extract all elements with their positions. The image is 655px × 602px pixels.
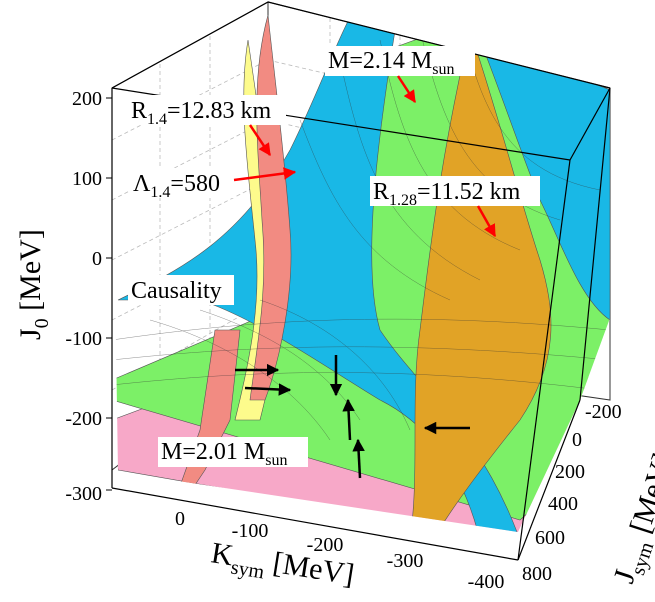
svg-text:M=2.14 Msun: M=2.14 Msun bbox=[328, 48, 454, 78]
svg-text:M=2.01 Msun: M=2.01 Msun bbox=[161, 439, 287, 469]
z-tick-label: 200 bbox=[72, 88, 102, 110]
x-tick-label: -100 bbox=[232, 520, 269, 542]
y-axis-title: Jsym [MeV] bbox=[607, 449, 655, 589]
z-tick-label: -100 bbox=[65, 328, 102, 350]
x-tick-label: -300 bbox=[387, 550, 424, 572]
x-tick-label: 0 bbox=[175, 508, 185, 530]
z-tick-label: 100 bbox=[72, 168, 102, 190]
z-tick-label: -300 bbox=[65, 483, 102, 505]
y-axis-ticks: -200 0 200 400 600 800 bbox=[522, 401, 622, 585]
annotation-r128: R1.28=11.52 km bbox=[370, 176, 540, 238]
x-axis-title: Ksym [MeV] bbox=[208, 536, 356, 597]
annotation-lambda14: Λ1.4=580 bbox=[130, 167, 297, 201]
y-tick-label: 400 bbox=[548, 493, 578, 515]
annotation-m201: M=2.01 Msun bbox=[158, 437, 308, 469]
z-axis-title: J0 [MeV] bbox=[14, 229, 53, 340]
black-arrows bbox=[235, 355, 470, 479]
annotation-m214: M=2.14 Msun bbox=[325, 46, 475, 104]
y-tick-label: 0 bbox=[572, 429, 582, 451]
y-tick-label: 600 bbox=[535, 527, 565, 549]
y-tick-label: 200 bbox=[555, 461, 585, 483]
y-tick-label: -200 bbox=[585, 401, 622, 423]
x-axis-ticks: 0 -100 -200 -300 -400 bbox=[175, 508, 504, 593]
z-tick-label: -200 bbox=[65, 408, 102, 430]
svg-text:R1.4=12.83 km: R1.4=12.83 km bbox=[131, 98, 272, 128]
svg-text:Λ1.4=580: Λ1.4=580 bbox=[133, 171, 220, 201]
z-axis-ticks: 200 100 0 -100 -200 -300 bbox=[65, 88, 112, 505]
y-tick-label: 800 bbox=[522, 563, 552, 585]
svg-text:R1.28=11.52 km: R1.28=11.52 km bbox=[373, 179, 521, 209]
annotation-causality: Causality bbox=[128, 275, 234, 305]
x-tick-label: -200 bbox=[307, 534, 344, 556]
z-tick-label: 0 bbox=[92, 248, 102, 270]
surface-r128 bbox=[409, 28, 552, 532]
annotation-r14: R1.4=12.83 km bbox=[128, 95, 286, 157]
x-tick-label: -400 bbox=[468, 571, 505, 593]
svg-text:Causality: Causality bbox=[131, 278, 222, 304]
